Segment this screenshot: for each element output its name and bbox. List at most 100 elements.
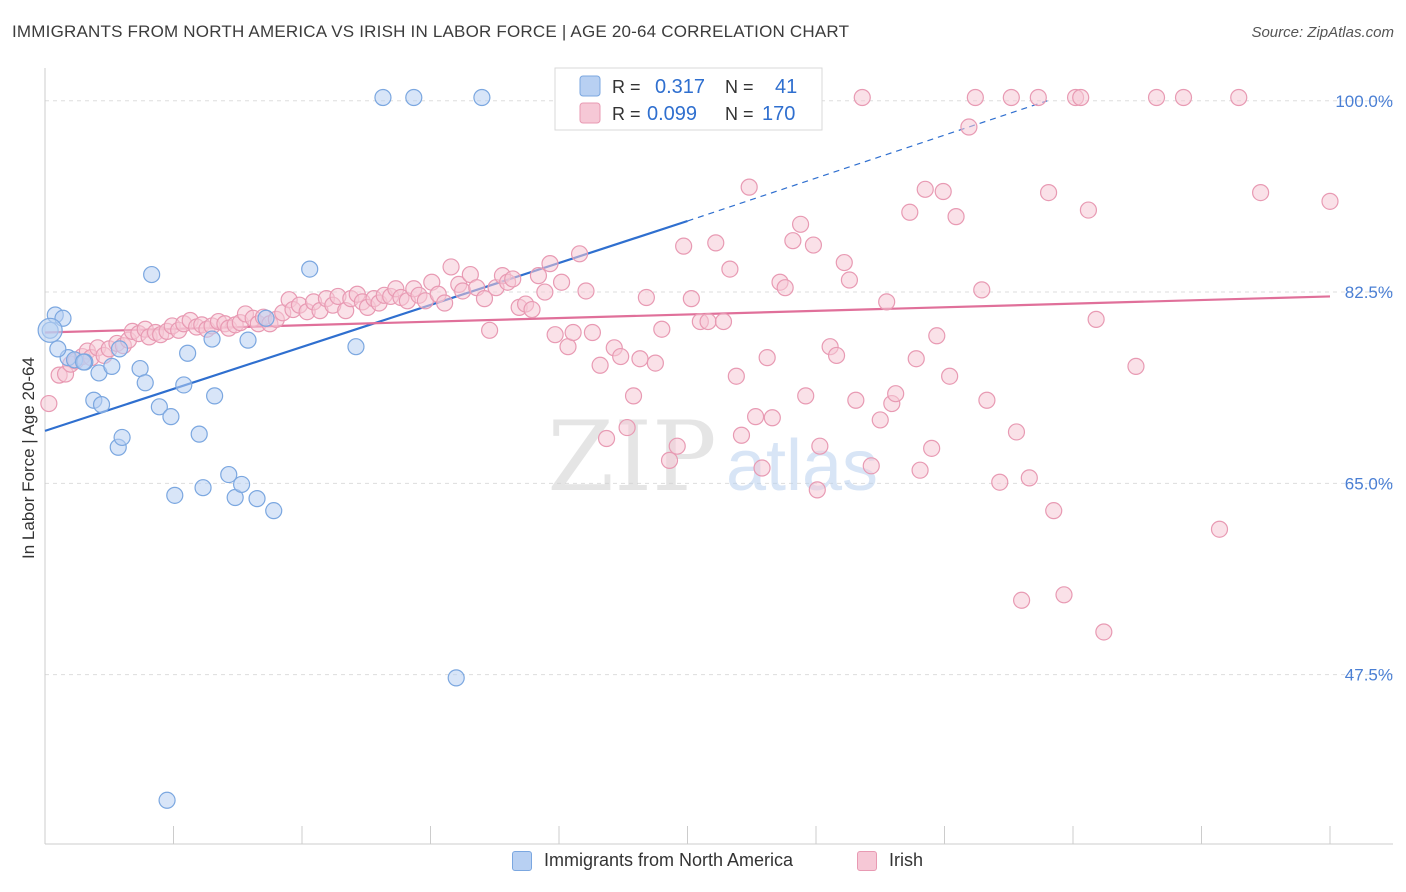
- point-1-133: [871, 411, 889, 429]
- y-axis-label: In Labor Force | Age 20-64: [19, 357, 38, 559]
- stats-legend: R = 0.317 N = 41 R = 0.099 N = 170: [554, 67, 823, 131]
- point-1-68: [442, 258, 460, 276]
- legend-item-irish[interactable]: Irish: [857, 850, 923, 871]
- point-1-88: [564, 323, 582, 342]
- point-1-84: [541, 255, 559, 273]
- legend-swatch-irish: [579, 102, 601, 124]
- point-1-95: [612, 347, 630, 366]
- point-1-100: [646, 354, 664, 372]
- point-0-30: [257, 309, 275, 327]
- watermark: ZIP atlas: [547, 401, 878, 513]
- point-1-112: [732, 426, 751, 444]
- point-1-96: [618, 418, 636, 437]
- point-1-149: [978, 391, 996, 409]
- point-0-9: [103, 357, 121, 375]
- point-1-67: [436, 294, 454, 312]
- point-1-151: [1002, 88, 1020, 107]
- point-1-166: [1174, 88, 1193, 107]
- point-1-102: [660, 451, 679, 469]
- point-1-155: [1029, 88, 1047, 107]
- data-points: [37, 88, 1339, 809]
- point-0-18: [166, 486, 184, 504]
- point-0-34: [374, 88, 392, 107]
- point-1-143: [934, 182, 952, 201]
- y-tick-label-3: 100.0%: [1335, 92, 1393, 111]
- legend-marker-north-america: [512, 850, 532, 871]
- point-1-89: [570, 245, 589, 263]
- point-0-11: [113, 428, 131, 447]
- legend-label-irish: Irish: [889, 850, 924, 870]
- legend-item-north-america[interactable]: Immigrants from North America: [512, 850, 793, 871]
- point-0-13: [131, 359, 149, 378]
- point-1-117: [763, 409, 781, 427]
- legend-n-value-2: 170: [762, 103, 795, 125]
- legend-r-label-2: R =: [612, 104, 641, 124]
- point-1-141: [923, 439, 941, 457]
- point-1-152: [1007, 423, 1026, 441]
- point-1-158: [1055, 586, 1073, 604]
- y-tick-labels: 47.5% 65.0% 82.5% 100.0%: [1335, 92, 1393, 685]
- point-0-29: [248, 490, 266, 508]
- point-1-82: [529, 267, 548, 285]
- point-1-154: [1020, 469, 1038, 487]
- point-1-93: [597, 429, 616, 448]
- legend-marker-irish: [857, 850, 877, 871]
- point-0-28: [239, 331, 257, 349]
- point-0-15: [143, 265, 161, 284]
- point-0-16: [150, 398, 168, 416]
- point-0-17: [162, 408, 180, 426]
- point-1-124: [808, 481, 826, 499]
- point-1-138: [907, 350, 925, 368]
- point-1-73: [475, 290, 494, 308]
- point-1-86: [552, 273, 571, 291]
- legend-label-north-america: Immigrants from North America: [544, 850, 794, 870]
- point-1-157: [1045, 502, 1063, 520]
- point-0-38: [158, 791, 176, 809]
- point-0-40: [74, 353, 93, 371]
- point-0-35: [405, 88, 423, 107]
- point-1-130: [847, 391, 865, 409]
- point-1-148: [973, 281, 991, 299]
- point-1-98: [631, 350, 649, 368]
- point-1-132: [862, 457, 880, 475]
- point-0-22: [194, 479, 212, 497]
- point-0-14: [136, 374, 154, 392]
- point-1-91: [583, 323, 602, 342]
- point-1-168: [1230, 88, 1248, 107]
- point-1-122: [797, 387, 815, 405]
- series-legend: Immigrants from North America Irish: [0, 850, 1406, 880]
- chart-title: IMMIGRANTS FROM NORTH AMERICA VS IRISH I…: [12, 22, 850, 41]
- point-0-32: [301, 260, 319, 278]
- point-1-150: [991, 473, 1009, 491]
- point-1-92: [591, 356, 609, 374]
- point-1-161: [1079, 201, 1098, 219]
- point-1-145: [947, 208, 965, 226]
- point-0-19: [175, 376, 193, 394]
- point-0-20: [179, 344, 197, 362]
- point-1-70: [454, 282, 472, 300]
- point-1-165: [1147, 88, 1166, 107]
- point-0-12: [110, 340, 129, 358]
- legend-r-label-1: R =: [612, 77, 641, 97]
- legend-n-label-1: N =: [725, 77, 754, 97]
- point-1-81: [523, 300, 541, 319]
- point-1-144: [941, 367, 959, 385]
- point-0-21: [190, 425, 208, 443]
- trend-lines: [44, 100, 1331, 432]
- point-1-87: [559, 338, 577, 356]
- point-1-109: [714, 312, 733, 331]
- legend-r-value-1: 0.317: [655, 76, 705, 98]
- point-1-139: [911, 461, 929, 479]
- point-1-101: [653, 320, 671, 338]
- point-1-146: [960, 118, 978, 136]
- y-tick-label-2: 82.5%: [1345, 283, 1393, 302]
- point-1-169: [1252, 183, 1270, 202]
- point-1-110: [721, 260, 739, 278]
- legend-n-label-2: N =: [725, 104, 754, 124]
- chart-source: Source: ZipAtlas.com: [1251, 24, 1394, 41]
- scatter-plot: ZIP atlas 47.5%65.0%82.5%100.0% 0.0%100.…: [19, 67, 1393, 845]
- point-0-8: [92, 396, 111, 414]
- point-1-108: [707, 234, 725, 252]
- point-1-114: [747, 408, 765, 426]
- grid-lines: [45, 100, 1393, 676]
